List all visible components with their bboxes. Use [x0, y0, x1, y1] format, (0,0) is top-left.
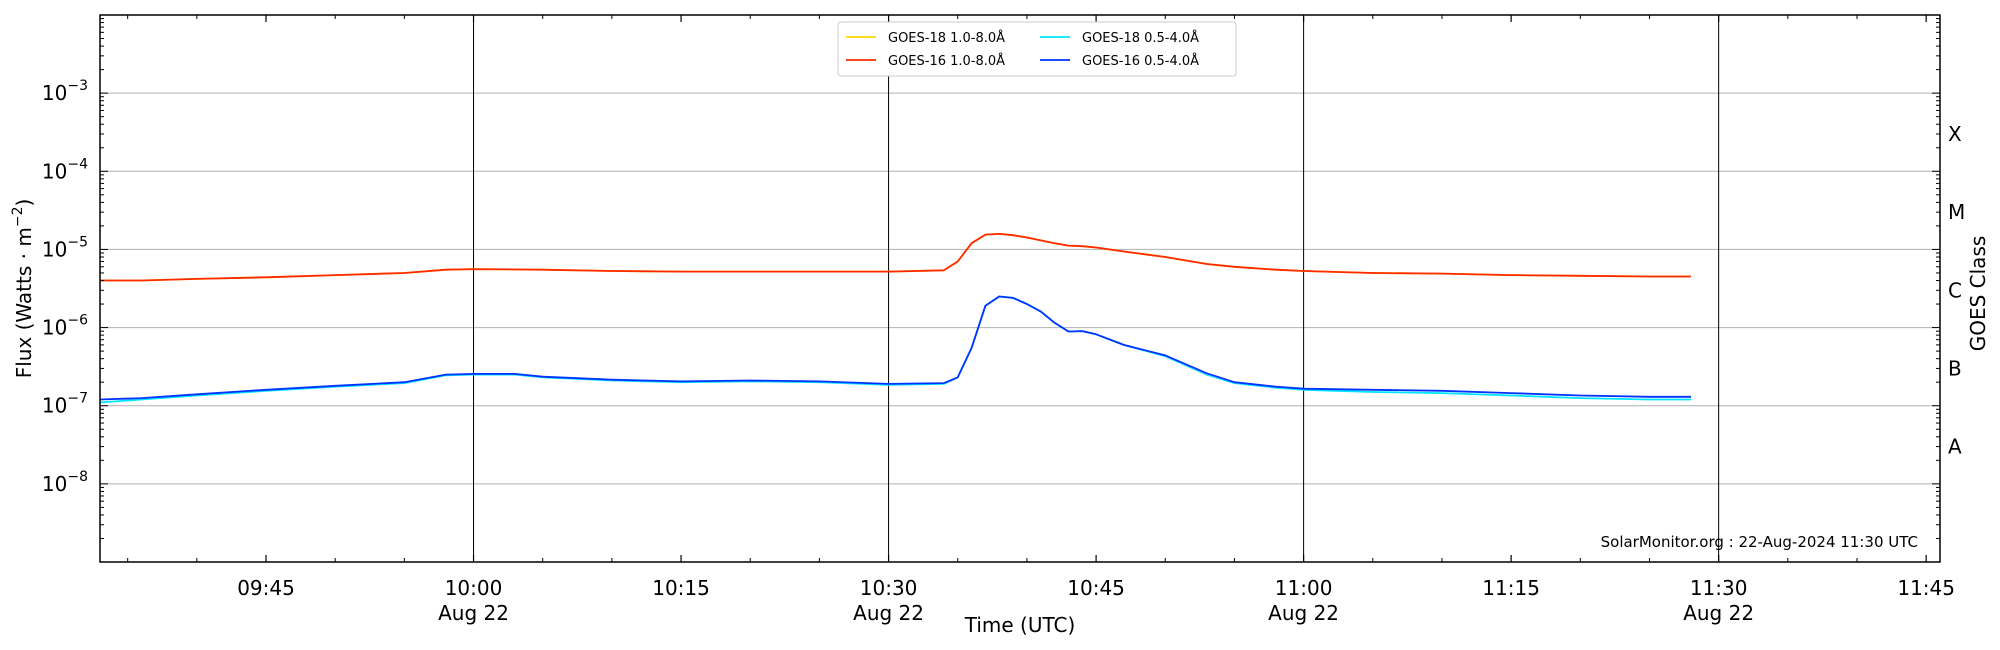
- y-tick-label: 10−3: [42, 78, 88, 105]
- y-tick-label: 10−8: [42, 469, 88, 496]
- goes-class-axis-label: GOES Class: [1966, 236, 1990, 352]
- goes-class-label: X: [1948, 122, 1962, 146]
- y-tick-label: 10−4: [42, 156, 88, 183]
- x-tick-label: 11:15: [1482, 576, 1540, 600]
- goes-class-label: M: [1948, 200, 1965, 224]
- x-tick-label: 09:45: [237, 576, 295, 600]
- legend-label: GOES-18 1.0-8.0Å: [888, 30, 1005, 46]
- goes-class-label: B: [1948, 356, 1962, 380]
- time-marker-lines: [473, 15, 1720, 562]
- goes-class-labels: A B C M X: [1948, 122, 1965, 459]
- x-tick-date-label: Aug 22: [1683, 601, 1754, 625]
- legend: GOES-18 1.0-8.0Å GOES-16 1.0-8.0Å GOES-18 …: [837, 21, 1237, 77]
- y-axis-label-main: Flux (Watts · m: [12, 227, 36, 378]
- series-line-4: [99, 295, 1691, 401]
- y-axis-label-exponent: −2: [10, 207, 26, 228]
- y-tick-label: 10−7: [42, 391, 88, 418]
- legend-label: GOES-16 0.5-4.0Å: [1082, 53, 1199, 69]
- y-tick-labels: 10−8 10−7 10−6 10−5 10−4 10−3: [42, 78, 88, 496]
- x-tick-label: 11:00: [1275, 576, 1333, 600]
- legend-box: [837, 21, 1237, 77]
- goes-class-label: C: [1948, 278, 1962, 302]
- series-line-3: [100, 232, 1691, 282]
- x-tick-label: 10:30: [860, 576, 918, 600]
- legend-label: GOES-18 0.5-4.0Å: [1082, 30, 1199, 46]
- x-tick-date-label: Aug 22: [853, 601, 924, 625]
- x-tick-label: 11:45: [1897, 576, 1955, 600]
- y-tick-label: 10−6: [42, 313, 88, 340]
- y-axis-label-close: ): [12, 199, 36, 207]
- x-tick-date-label: Aug 22: [1268, 601, 1339, 625]
- legend-label: GOES-16 1.0-8.0Å: [888, 53, 1005, 69]
- y-axis-label: Flux (Watts · m−2): [10, 199, 36, 379]
- plot-frame: [99, 14, 1941, 563]
- series-line-2: [99, 295, 1691, 404]
- axis-ticks: [100, 15, 1940, 563]
- goes-class-label: A: [1948, 435, 1962, 459]
- x-axis-label: Time (UTC): [964, 613, 1076, 637]
- x-tick-date-label: Aug 22: [438, 601, 509, 625]
- x-tick-label: 11:30: [1690, 576, 1748, 600]
- grid-lines: [100, 92, 1940, 485]
- y-tick-label: 10−5: [42, 234, 88, 261]
- series-lines: [99, 232, 1691, 404]
- x-tick-label: 10:00: [445, 576, 503, 600]
- source-annotation: SolarMonitor.org : 22-Aug-2024 11:30 UTC: [1601, 533, 1918, 551]
- x-tick-label: 10:15: [652, 576, 710, 600]
- x-tick-label: 10:45: [1067, 576, 1125, 600]
